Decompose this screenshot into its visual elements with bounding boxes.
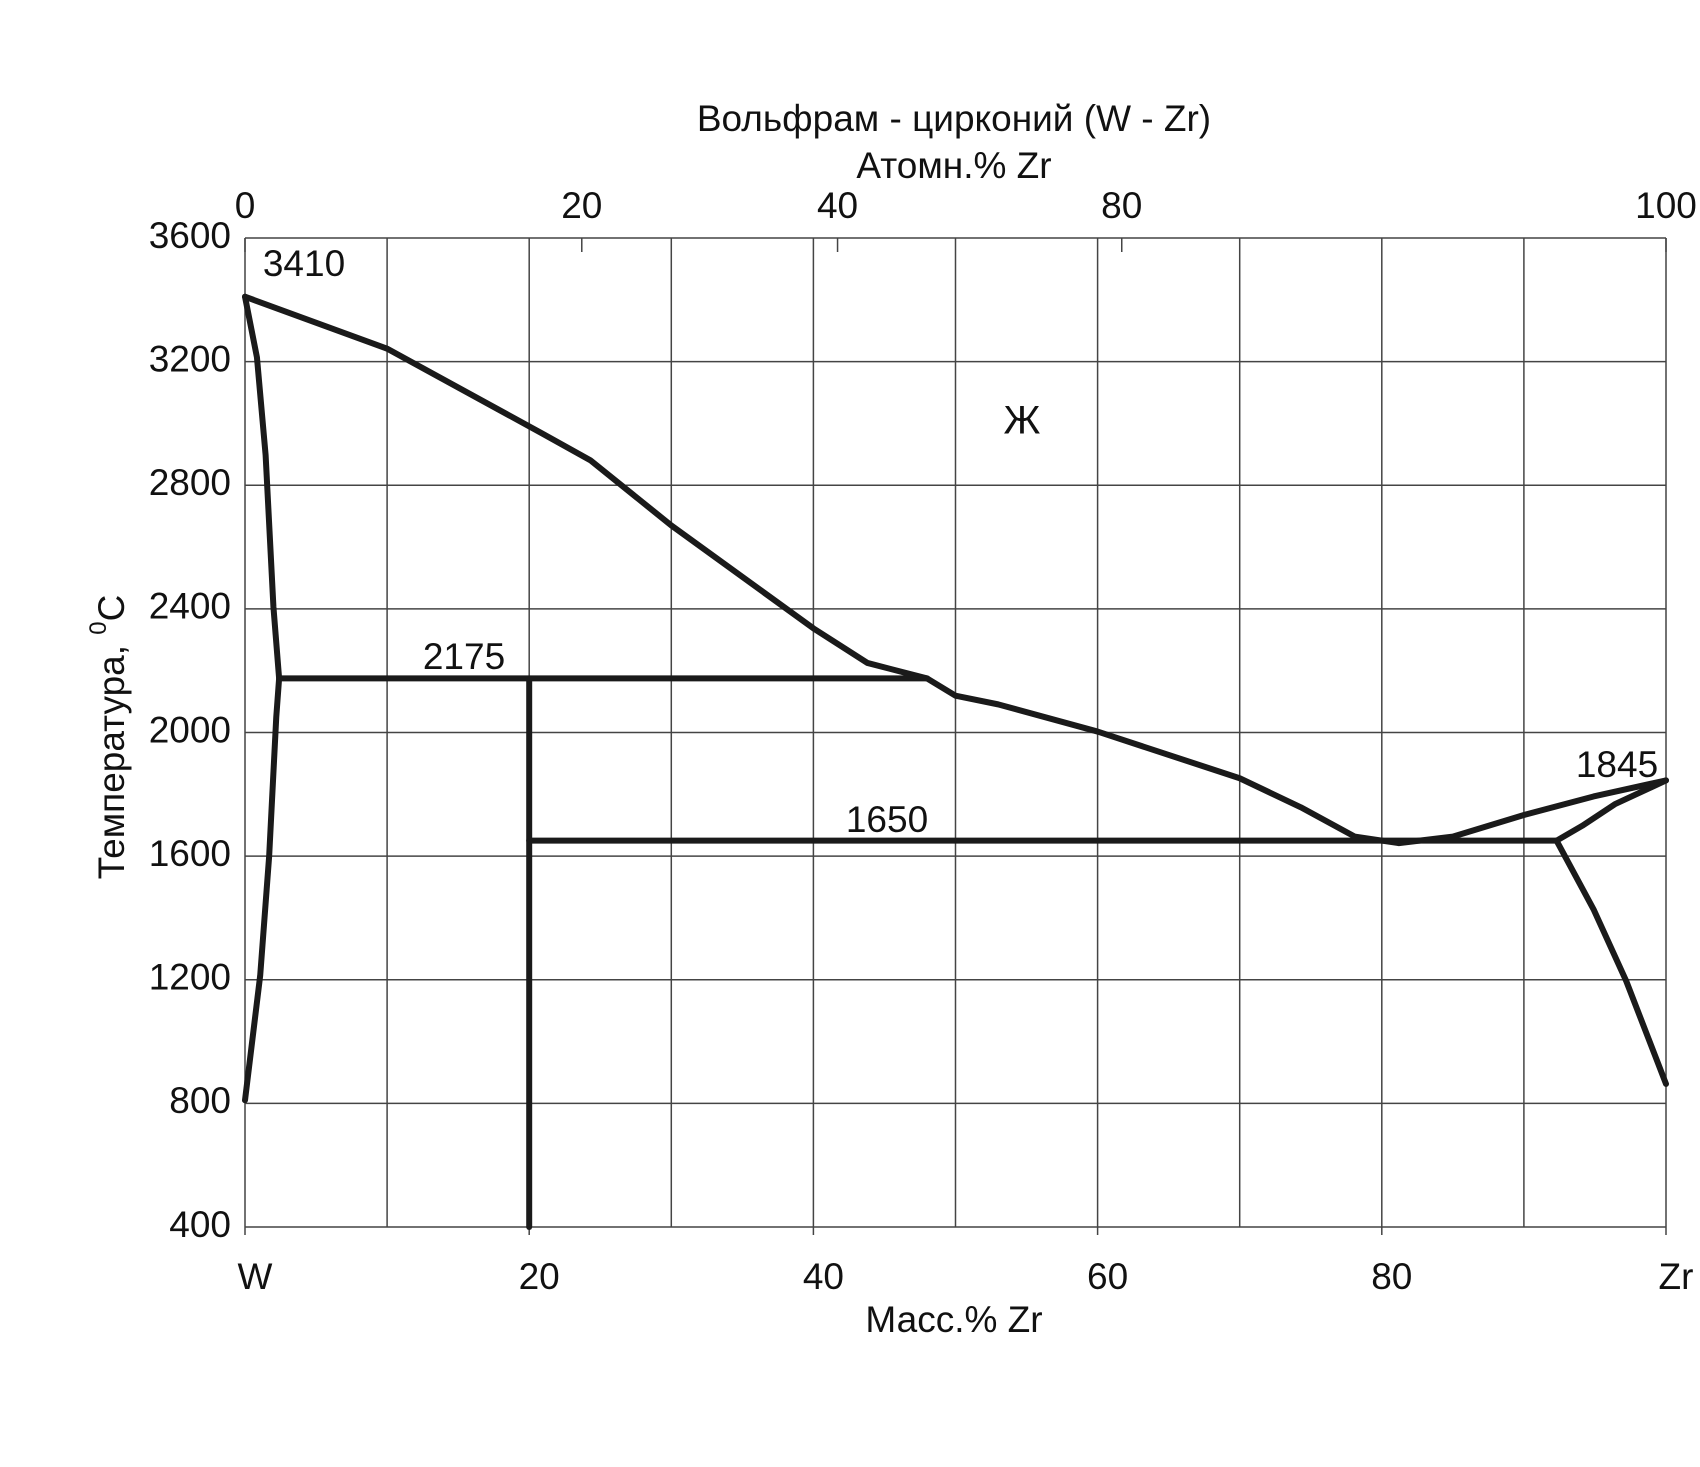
x-axis-title: Масс.% Zr [865,1299,1042,1340]
chart-title: Вольфрам - цирконий (W - Zr) [697,98,1211,139]
y-axis-title: Температура, 0C [85,595,131,880]
y-axis-title-unit: C [91,595,132,622]
x-tick-label: 80 [1371,1256,1412,1297]
phase-line [1553,777,1669,844]
y-tick-label: 800 [169,1080,231,1121]
y-axis-title-text: Температура, [91,635,132,880]
x-tick-label: W [238,1256,273,1297]
data-label: 1650 [846,799,928,840]
y-tick-label: 2000 [149,709,231,750]
annotation: Ж [1004,399,1041,443]
data-label: 1845 [1576,744,1658,785]
phase-line [242,293,1669,847]
y-axis-title-sup: 0 [85,621,112,634]
x2-tick-label: 80 [1101,185,1142,226]
x2-tick-label: 100 [1635,185,1697,226]
phase-line [1553,837,1669,1087]
y-tick-label: 2800 [149,462,231,503]
y-tick-label: 2400 [149,586,231,627]
x-tick-label: 40 [803,1256,844,1297]
y-tick-label: 3200 [149,338,231,379]
x2-tick-label: 40 [817,185,858,226]
x2-tick-label: 0 [235,185,256,226]
x-tick-label: 20 [519,1256,560,1297]
y-tick-label: 1600 [149,833,231,874]
x2-axis-title: Атомн.% Zr [856,145,1051,186]
y-tick-label: 3600 [149,215,231,256]
y-tick-label: 400 [169,1204,231,1245]
data-label: 2175 [423,636,505,677]
y-tick-label: 1200 [149,957,231,998]
x-tick-label: 60 [1087,1256,1128,1297]
x2-tick-label: 20 [561,185,602,226]
data-label: 3410 [263,243,345,284]
x-tick-label: Zr [1659,1256,1694,1297]
